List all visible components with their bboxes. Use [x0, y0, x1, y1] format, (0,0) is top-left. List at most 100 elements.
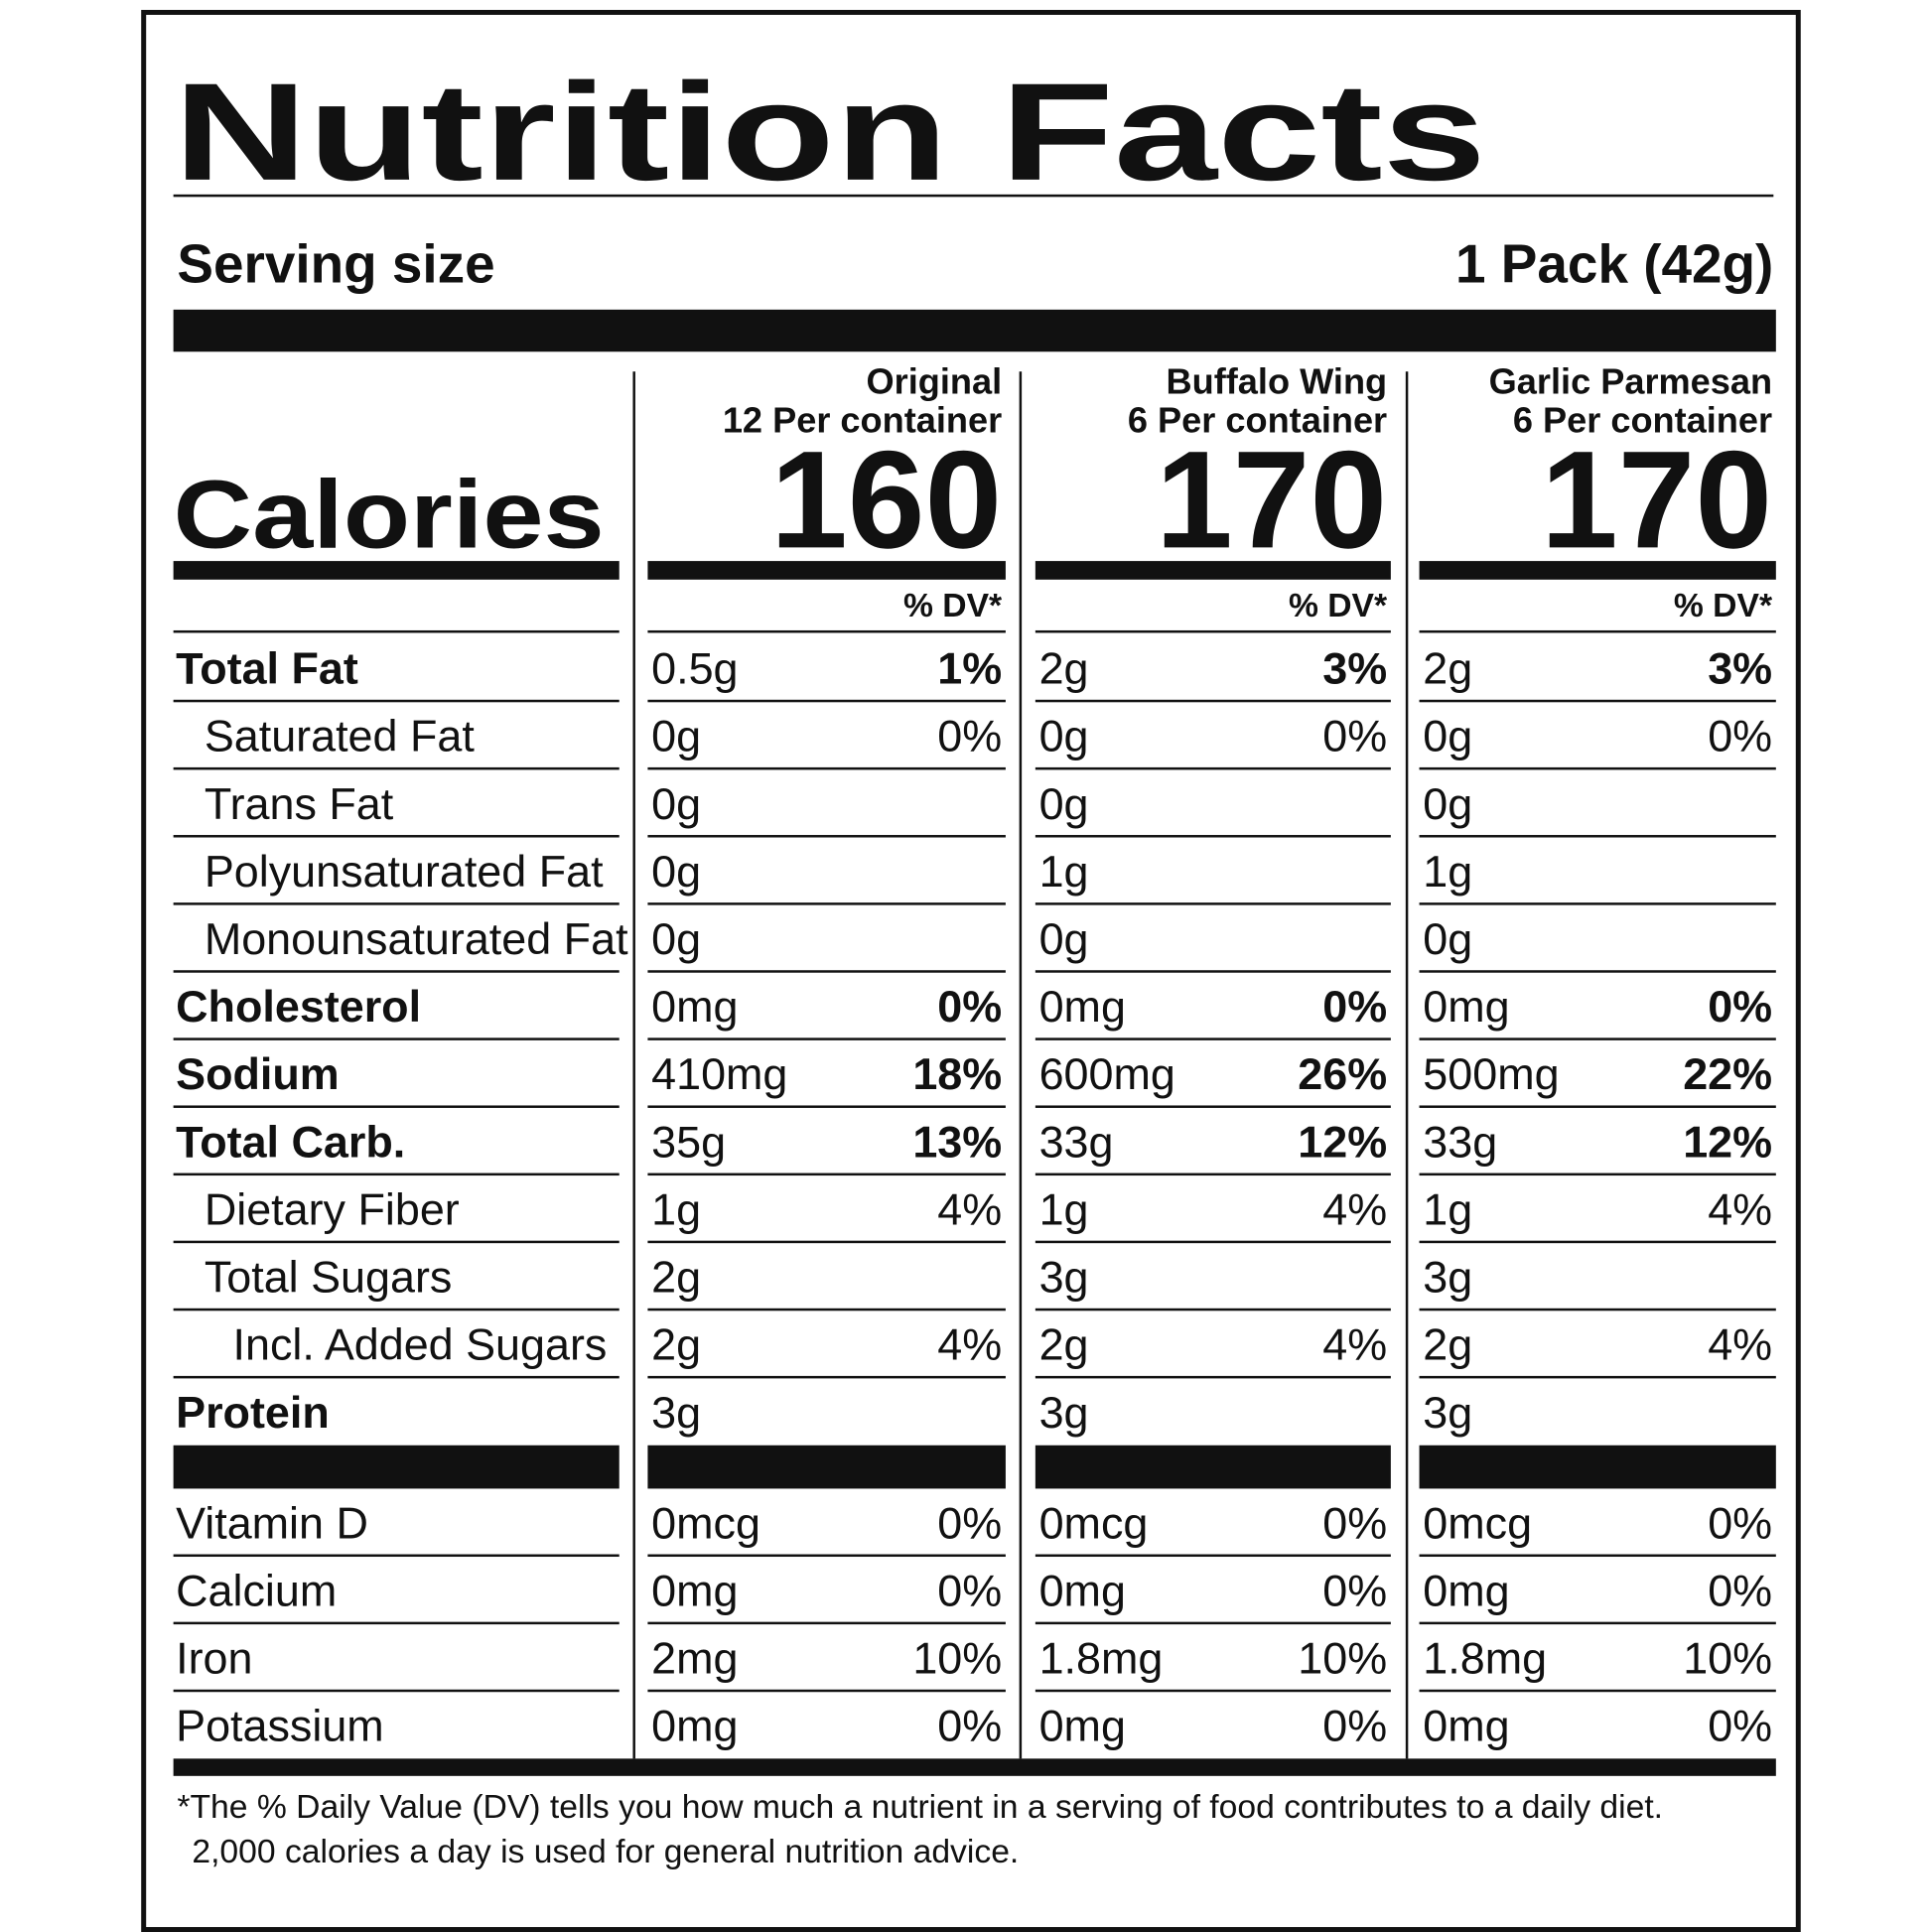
bottom-bar: [173, 1758, 1776, 1776]
nutrient-amount: 0mcg: [1039, 1497, 1149, 1548]
nutrient-amount: 2g: [1423, 1319, 1472, 1370]
nutrient-name: Vitamin D: [176, 1497, 368, 1548]
row-rule: [647, 1037, 1006, 1040]
nutrient-amount: 2g: [651, 1252, 701, 1303]
nutrient-name: Total Fat: [176, 643, 358, 694]
nutrient-dv: 0%: [1322, 981, 1387, 1032]
row-rule: [1035, 766, 1391, 770]
nutrient-name: Cholesterol: [176, 981, 421, 1032]
nutrient-dv: 13%: [912, 1116, 1002, 1167]
row-rule: [1419, 970, 1776, 973]
section-bar: [173, 1445, 620, 1489]
nutrient-amount: 0g: [1423, 711, 1472, 761]
nutrient-amount: 0mcg: [651, 1497, 760, 1548]
row-rule: [647, 1308, 1006, 1311]
nutrient-amount: 33g: [1423, 1116, 1497, 1167]
row-rule: [173, 766, 620, 770]
nutrient-dv: 10%: [1298, 1633, 1387, 1684]
nutrient-dv: 4%: [937, 1183, 1002, 1234]
nutrient-amount: 35g: [651, 1116, 726, 1167]
calories-value: 170: [1156, 422, 1387, 577]
nutrient-amount: 410mg: [651, 1048, 787, 1099]
row-rule: [647, 1240, 1006, 1244]
nutrient-dv: 1%: [937, 643, 1002, 694]
row-rule: [647, 766, 1006, 770]
nutrient-amount: 3g: [1423, 1387, 1472, 1438]
row-rule: [647, 1689, 1006, 1693]
row-rule: [1419, 1105, 1776, 1108]
nutrient-dv: 18%: [912, 1048, 1002, 1099]
product-name: Garlic Parmesan: [1489, 361, 1772, 402]
nutrient-amount: 0mg: [1039, 1565, 1126, 1615]
nutrient-amount: 0mg: [651, 981, 738, 1032]
section-bar: [647, 1445, 1006, 1489]
nutrient-dv: 0%: [1322, 1565, 1387, 1615]
row-rule: [1419, 699, 1776, 703]
servings-per-container: 12 Per container: [723, 399, 1002, 440]
nutrient-name: Total Sugars: [205, 1252, 453, 1303]
product-name: Original: [867, 361, 1003, 402]
row-rule: [647, 970, 1006, 973]
row-rule: [647, 1375, 1006, 1379]
row-rule: [173, 629, 620, 633]
row-rule: [647, 629, 1006, 633]
nutrient-name: Calcium: [176, 1565, 337, 1615]
row-rule: [1035, 1105, 1391, 1108]
label-title: Nutrition Facts: [174, 55, 1486, 209]
row-rule: [647, 902, 1006, 905]
product-name: Buffalo Wing: [1167, 361, 1388, 402]
row-rule: [173, 835, 620, 838]
nutrient-amount: 1.8mg: [1423, 1633, 1547, 1684]
nutrient-amount: 3g: [1039, 1252, 1089, 1303]
nutrient-amount: 0mg: [1423, 1701, 1509, 1751]
calories-bar: [173, 561, 620, 580]
nutrient-amount: 1g: [1039, 1183, 1089, 1234]
dv-header: % DV*: [1674, 588, 1773, 624]
column-divider: [1405, 371, 1409, 1759]
row-rule: [173, 1105, 620, 1108]
servings-per-container: 6 Per container: [1513, 399, 1772, 440]
nutrient-dv: 12%: [1683, 1116, 1772, 1167]
row-rule: [1419, 1554, 1776, 1558]
nutrient-amount: 0mg: [1423, 981, 1509, 1032]
row-rule: [173, 1621, 620, 1625]
calories-value: 170: [1541, 422, 1772, 577]
section-bar: [1035, 1445, 1391, 1489]
footnote: 2,000 calories a day is used for general…: [192, 1834, 1019, 1870]
nutrient-amount: 0mg: [1423, 1565, 1509, 1615]
nutrient-dv: 4%: [1708, 1183, 1772, 1234]
row-rule: [1419, 1037, 1776, 1040]
nutrient-amount: 0mg: [1039, 981, 1126, 1032]
nutrient-name: Trans Fat: [205, 778, 394, 829]
nutrient-amount: 1g: [651, 1183, 701, 1234]
nutrient-dv: 0%: [1708, 711, 1772, 761]
nutrient-amount: 2mg: [651, 1633, 738, 1684]
nutrient-dv: 0%: [1322, 711, 1387, 761]
nutrient-amount: 0g: [1423, 778, 1472, 829]
nutrient-amount: 2g: [1039, 643, 1089, 694]
serving-size-value: 1 Pack (42g): [1455, 232, 1773, 294]
nutrient-amount: 0mcg: [1423, 1497, 1532, 1548]
nutrient-amount: 0g: [651, 778, 701, 829]
row-rule: [1419, 1375, 1776, 1379]
nutrient-dv: 0%: [1708, 1565, 1772, 1615]
row-rule: [1035, 1621, 1391, 1625]
serving-size-label: Serving size: [177, 232, 494, 294]
nutrient-amount: 1g: [1039, 846, 1089, 897]
nutrient-name: Dietary Fiber: [205, 1183, 460, 1234]
nutrient-amount: 1.8mg: [1039, 1633, 1164, 1684]
nutrient-amount: 0mg: [651, 1701, 738, 1751]
row-rule: [647, 835, 1006, 838]
nutrient-dv: 0%: [937, 1565, 1002, 1615]
row-rule: [1035, 835, 1391, 838]
row-rule: [1035, 1173, 1391, 1176]
nutrient-dv: 12%: [1298, 1116, 1387, 1167]
row-rule: [173, 902, 620, 905]
row-rule: [1035, 1308, 1391, 1311]
nutrient-amount: 3g: [1423, 1252, 1472, 1303]
nutrient-amount: 1g: [1423, 1183, 1472, 1234]
nutrient-name: Iron: [176, 1633, 252, 1684]
row-rule: [1035, 1037, 1391, 1040]
nutrient-amount: 1g: [1423, 846, 1472, 897]
